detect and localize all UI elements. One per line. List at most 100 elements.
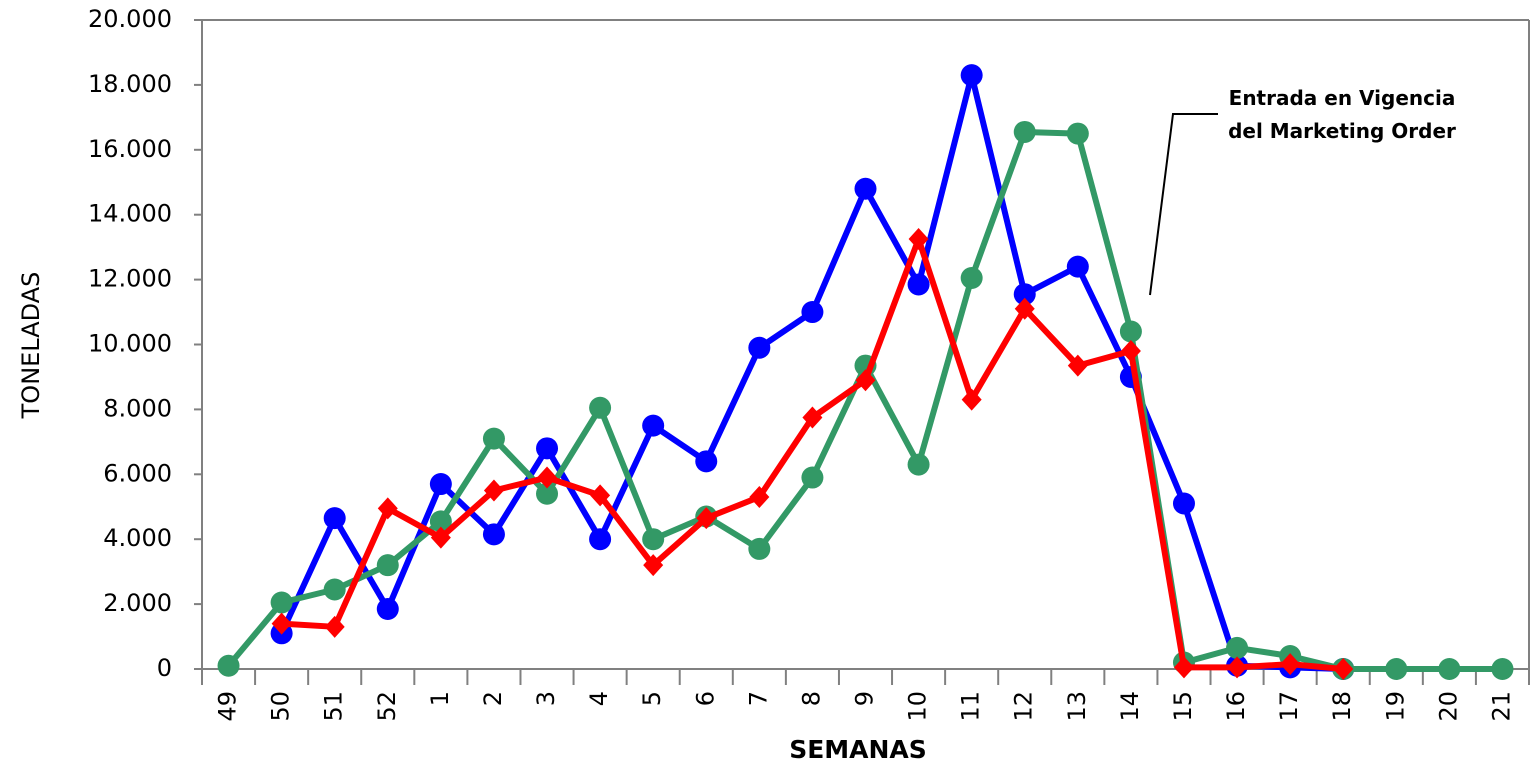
marker — [590, 484, 611, 507]
marker — [1280, 653, 1301, 676]
y-tick-label: 10.000 — [88, 330, 172, 358]
marker — [907, 453, 930, 476]
x-tick-label: 12 — [1010, 691, 1038, 722]
marker — [642, 528, 665, 551]
marker — [1385, 658, 1408, 680]
x-tick-label: 4 — [585, 691, 613, 706]
marker — [1067, 354, 1088, 377]
marker — [960, 64, 983, 87]
marker — [429, 510, 452, 533]
marker — [271, 612, 292, 635]
x-tick-label: 2 — [479, 691, 507, 706]
line — [278, 72, 1344, 672]
marker — [537, 466, 558, 489]
x-tick-label: 6 — [691, 691, 719, 706]
x-tick-label: 9 — [851, 691, 879, 706]
marker — [270, 591, 293, 614]
x-tick-label: 19 — [1381, 691, 1409, 722]
marker — [323, 507, 346, 530]
x-tick-label: 16 — [1222, 691, 1250, 722]
x-tick-label: 18 — [1328, 691, 1356, 722]
marker — [855, 369, 876, 392]
x-tick-label: 20 — [1434, 691, 1462, 722]
y-tick-label: 2.000 — [103, 589, 172, 617]
marker — [323, 578, 346, 601]
y-tick-label: 6.000 — [103, 459, 172, 487]
y-axis-title: TONELADAS — [17, 272, 45, 420]
y-tick-label: 0 — [157, 654, 172, 682]
marker — [643, 554, 664, 577]
x-tick-label: 15 — [1169, 691, 1197, 722]
marker — [748, 336, 771, 359]
marker — [802, 406, 823, 429]
marker — [960, 266, 983, 289]
marker — [377, 497, 398, 520]
marker — [1013, 283, 1036, 306]
marker — [376, 597, 399, 620]
x-tick-label: 21 — [1487, 691, 1515, 722]
marker — [589, 528, 612, 551]
marker — [907, 273, 930, 296]
marker — [1014, 297, 1035, 320]
x-tick-label: 51 — [320, 691, 348, 722]
marker — [1226, 636, 1249, 659]
y-tick-label: 14.000 — [88, 200, 172, 228]
annotation: Entrada en Vigencia — [1229, 86, 1456, 110]
x-tick-label: 49 — [214, 691, 242, 722]
x-tick-label: 52 — [373, 691, 401, 722]
y-tick-label: 8.000 — [103, 394, 172, 422]
y-tick-label: 18.000 — [88, 70, 172, 98]
marker — [1438, 658, 1461, 680]
x-tick-label: 10 — [904, 691, 932, 722]
marker — [801, 466, 824, 489]
marker — [482, 427, 505, 450]
y-tick-label: 20.000 — [88, 5, 172, 33]
marker — [1066, 122, 1089, 145]
marker — [376, 554, 399, 577]
marker — [748, 537, 771, 560]
marker — [696, 507, 717, 530]
y-tick-label: 16.000 — [88, 135, 172, 163]
annotation-line — [1149, 113, 1218, 296]
marker — [1066, 255, 1089, 278]
x-tick-label: 8 — [797, 691, 825, 706]
marker — [429, 473, 452, 496]
marker — [1013, 120, 1036, 143]
marker — [536, 437, 559, 460]
marker — [483, 479, 504, 502]
marker — [482, 523, 505, 546]
marker — [961, 388, 982, 411]
marker — [1491, 658, 1514, 680]
marker — [1173, 656, 1194, 679]
marker — [217, 654, 240, 677]
marker — [1333, 658, 1354, 680]
marker — [1172, 492, 1195, 515]
marker — [642, 414, 665, 437]
x-tick-label: 17 — [1275, 691, 1303, 722]
marker — [536, 482, 559, 505]
marker — [1227, 656, 1248, 679]
marker — [430, 526, 451, 549]
marker — [1119, 320, 1142, 343]
marker — [1120, 339, 1141, 362]
x-axis-title: SEMANAS — [789, 735, 927, 764]
x-tick-label: 5 — [638, 691, 666, 706]
marker — [854, 177, 877, 200]
marker — [324, 615, 345, 638]
x-tick-label: 11 — [957, 691, 985, 722]
marker — [695, 450, 718, 473]
annotation: del Marketing Order — [1228, 119, 1456, 143]
marker — [908, 228, 929, 251]
x-tick-label: 13 — [1063, 691, 1091, 722]
x-tick-label: 14 — [1116, 691, 1144, 722]
y-tick-label: 4.000 — [103, 524, 172, 552]
y-tick-label: 12.000 — [88, 265, 172, 293]
x-tick-label: 1 — [426, 691, 454, 706]
x-tick-label: 3 — [532, 691, 560, 706]
marker — [801, 301, 824, 324]
marker — [749, 486, 770, 509]
marker — [589, 396, 612, 419]
x-tick-label: 7 — [744, 691, 772, 706]
line — [226, 128, 1503, 672]
